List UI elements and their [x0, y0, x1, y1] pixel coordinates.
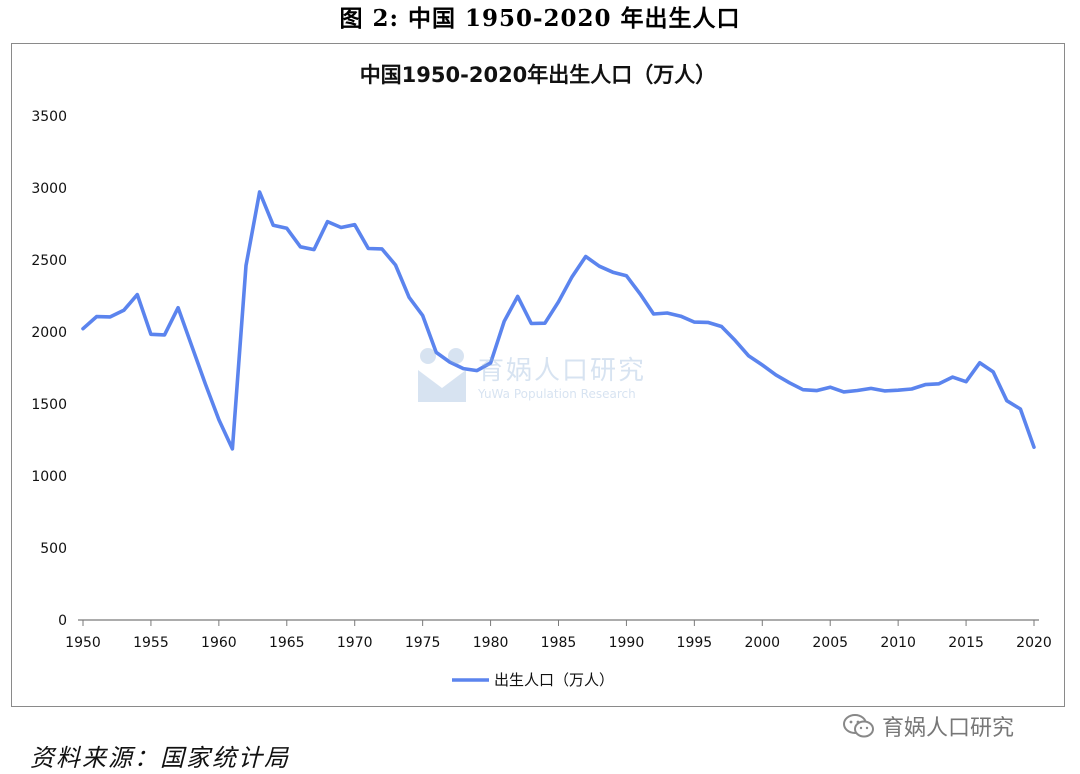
source-note: 资料来源：国家统计局 [30, 744, 290, 772]
x-tick-label: 1965 [269, 635, 305, 651]
x-tick-label: 2010 [880, 635, 916, 651]
x-axis-ticks: 1950 1955 1960 1965 1970 1975 1980 1985 1990 1995… [65, 620, 1052, 651]
x-tick-label: 1970 [337, 635, 373, 651]
x-tick-label: 2005 [812, 635, 848, 651]
watermark-title: 育娲人口研究 [478, 355, 647, 386]
chart-title: 中国1950-2020年出生人口（万人） [360, 63, 717, 87]
wechat-icon [843, 714, 874, 738]
x-tick-label: 1975 [405, 635, 441, 651]
x-tick-label: 1985 [541, 635, 577, 651]
y-tick-label: 500 [40, 541, 67, 557]
x-tick-label: 2015 [948, 635, 984, 651]
legend-label: 出生人口（万人） [494, 671, 614, 689]
y-tick-label: 2000 [31, 325, 67, 341]
line-chart: 中国1950-2020年出生人口（万人） 0 500 1000 1500 2000 250… [31, 63, 1052, 689]
wechat-account: 育娲人口研究 [842, 710, 1014, 742]
y-tick-label: 3000 [31, 181, 67, 197]
x-tick-label: 1980 [473, 635, 509, 651]
chart-frame: 中国1950-2020年出生人口（万人） 0 500 1000 1500 2000 250… [11, 43, 1065, 707]
watermark-logo-icon [418, 348, 466, 402]
x-tick-label: 2000 [744, 635, 780, 651]
x-tick-label: 1995 [677, 635, 713, 651]
y-tick-label: 3500 [31, 109, 67, 125]
wechat-account-name: 育娲人口研究 [882, 716, 1015, 741]
y-tick-label: 0 [58, 613, 67, 629]
x-tick-label: 1955 [133, 635, 169, 651]
legend: 出生人口（万人） [452, 671, 614, 689]
y-tick-label: 2500 [31, 253, 67, 269]
watermark-subtitle: YuWa Population Research [478, 386, 636, 401]
x-tick-label: 1990 [609, 635, 645, 651]
series-line-births [81, 190, 1036, 451]
y-axis-ticks: 0 500 1000 1500 2000 2500 3000 3500 [31, 109, 67, 629]
y-tick-label: 1500 [31, 397, 67, 413]
y-tick-label: 1000 [31, 469, 67, 485]
x-tick-label: 1960 [201, 635, 237, 651]
x-tick-label: 2020 [1016, 635, 1052, 651]
watermark: 育娲人口研究 YuWa Population Research [416, 346, 646, 404]
x-tick-label: 1950 [65, 635, 101, 651]
figure-caption: 图 2: 中国 1950-2020 年出生人口 [339, 5, 741, 32]
